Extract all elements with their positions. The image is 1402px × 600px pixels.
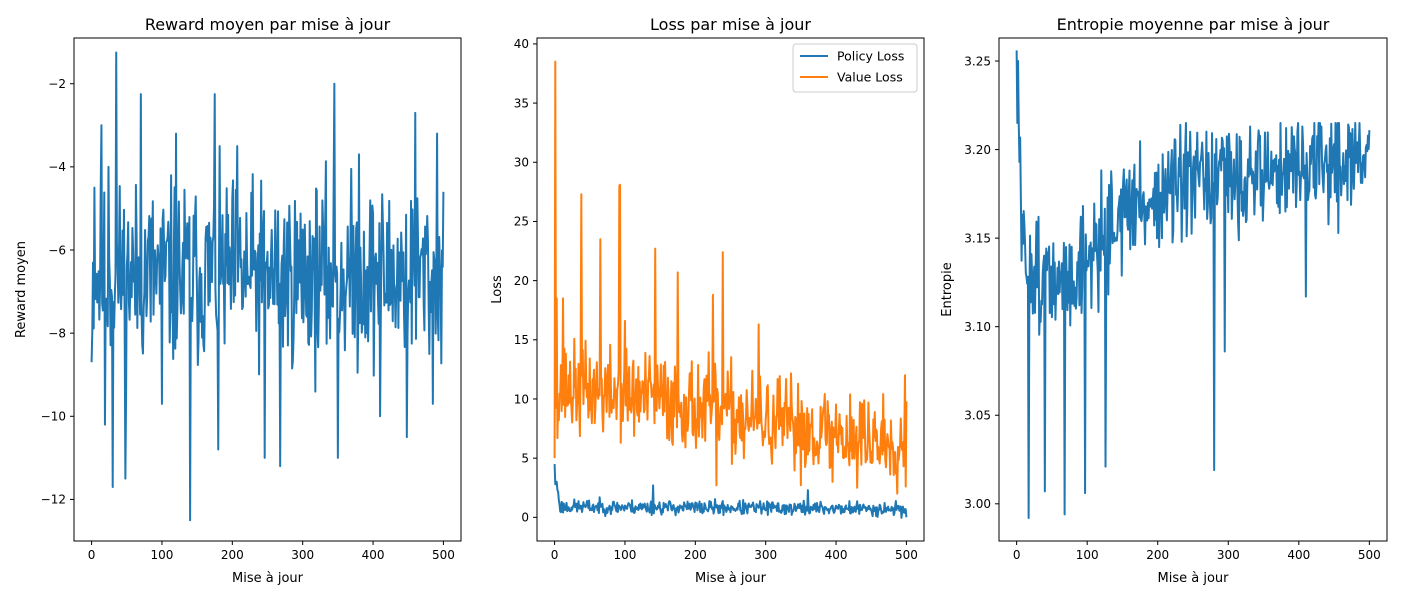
loss-y-tick-label: 5 xyxy=(521,451,529,465)
loss-y-tick-label: 35 xyxy=(514,96,529,110)
entropy-y-tick-label: 3.25 xyxy=(964,54,991,68)
entropy-y-axis-label: Entropie xyxy=(940,262,955,316)
loss-policy-loss-line xyxy=(553,464,908,519)
entropy-axes-frame xyxy=(998,37,1388,542)
entropy-y-tick-label: 3.00 xyxy=(964,497,991,511)
entropy-y-tick-label: 3.05 xyxy=(964,409,991,423)
entropy-x-axis-label: Mise à jour xyxy=(1158,571,1230,586)
reward-plot-lines xyxy=(90,51,445,522)
loss-x-axis-label: Mise à jour xyxy=(695,571,767,586)
entropy-x-tick-label: 500 xyxy=(1358,548,1381,562)
entropy-y-tick-label: 3.15 xyxy=(964,231,991,245)
loss-value-loss-line xyxy=(553,60,908,495)
reward-axes-frame xyxy=(73,37,462,542)
reward-x-tick-label: 500 xyxy=(432,548,455,562)
entropy-y-tick-label: 3.20 xyxy=(964,143,991,157)
loss-y-tick-label: 15 xyxy=(514,333,529,347)
loss-y-ticks: 0 5 10 15 20 25 30 35 40 xyxy=(514,37,537,525)
reward-y-tick-label: −12 xyxy=(41,493,66,507)
loss-y-tick-label: 0 xyxy=(521,511,529,525)
reward-y-tick-label: −4 xyxy=(48,160,66,174)
reward-x-tick-label: 400 xyxy=(362,548,385,562)
reward-x-tick-label: 300 xyxy=(291,548,314,562)
reward-x-tick-label: 0 xyxy=(88,548,96,562)
reward-x-axis-label: Mise à jour xyxy=(232,571,304,586)
loss-y-tick-label: 30 xyxy=(514,156,529,170)
legend-value-loss-label: Value Loss xyxy=(837,70,903,85)
reward-series-0-line xyxy=(90,51,445,522)
entropy-x-tick-label: 0 xyxy=(1013,548,1021,562)
loss-y-tick-label: 20 xyxy=(514,274,529,288)
reward-y-axis-label: Reward moyen xyxy=(14,241,29,338)
reward-y-tick-label: −10 xyxy=(41,410,66,424)
entropy-x-tick-label: 100 xyxy=(1076,548,1099,562)
loss-y-tick-label: 25 xyxy=(514,215,529,229)
loss-legend: Policy Loss Value Loss xyxy=(792,43,918,93)
loss-x-tick-label: 400 xyxy=(825,548,848,562)
loss-y-axis-label: Loss xyxy=(490,275,505,304)
reward-y-tick-label: −2 xyxy=(48,77,66,91)
loss-x-tick-label: 500 xyxy=(895,548,918,562)
entropy-y-ticks: 3.00 3.05 3.10 3.15 3.20 3.25 xyxy=(964,54,999,511)
entropy-x-ticks: 0 100 200 300 400 500 xyxy=(1013,541,1381,562)
reward-x-tick-label: 200 xyxy=(221,548,244,562)
reward-y-tick-label: −8 xyxy=(48,326,66,340)
loss-chart-title: Loss par mise à jour xyxy=(650,15,811,34)
entropy-chart-panel: Entropie moyenne par mise à jour 0 100 200… xyxy=(940,15,1388,586)
loss-y-tick-label: 40 xyxy=(514,37,529,51)
entropy-y-tick-label: 3.10 xyxy=(964,320,991,334)
loss-plot-lines xyxy=(553,60,908,519)
reward-y-tick-label: −6 xyxy=(48,243,66,257)
entropy-chart-title: Entropie moyenne par mise à jour xyxy=(1057,15,1330,34)
reward-chart-title: Reward moyen par mise à jour xyxy=(145,15,391,34)
entropy-series-0-line xyxy=(1015,50,1371,519)
reward-x-ticks: 0 100 200 300 400 500 xyxy=(88,541,455,562)
loss-y-tick-label: 10 xyxy=(514,392,529,406)
entropy-x-tick-label: 200 xyxy=(1146,548,1169,562)
entropy-x-tick-label: 300 xyxy=(1217,548,1240,562)
loss-x-tick-label: 300 xyxy=(754,548,777,562)
entropy-plot-lines xyxy=(1015,50,1371,519)
loss-x-tick-label: 200 xyxy=(684,548,707,562)
loss-chart-panel: Loss par mise à jour 0 100 200 300 400 500 0 5… xyxy=(490,15,925,586)
reward-chart-panel: Reward moyen par mise à jour 0 100 200 300 4… xyxy=(14,15,462,586)
legend-policy-loss-label: Policy Loss xyxy=(837,49,904,64)
loss-x-tick-label: 0 xyxy=(551,548,559,562)
loss-x-tick-label: 100 xyxy=(614,548,637,562)
reward-y-ticks: −12 −10 −8 −6 −4 −2 xyxy=(41,77,74,507)
loss-x-ticks: 0 100 200 300 400 500 xyxy=(551,541,918,562)
entropy-x-tick-label: 400 xyxy=(1287,548,1310,562)
loss-axes-frame xyxy=(536,37,925,542)
reward-x-tick-label: 100 xyxy=(151,548,174,562)
